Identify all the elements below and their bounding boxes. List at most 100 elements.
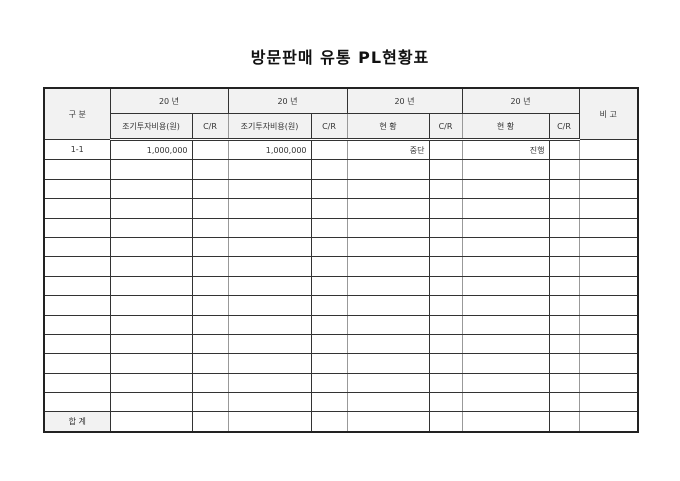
total-cell[interactable] [461, 411, 550, 433]
table-cell[interactable] [346, 333, 430, 355]
table-cell[interactable] [578, 159, 639, 180]
table-cell[interactable] [43, 353, 111, 374]
table-cell[interactable] [310, 392, 348, 413]
table-cell[interactable] [578, 275, 639, 297]
table-cell[interactable]: 1,000,000 [227, 138, 312, 161]
table-cell[interactable] [109, 178, 193, 200]
table-cell[interactable] [43, 372, 111, 394]
table-cell[interactable] [578, 295, 639, 316]
table-cell[interactable] [548, 353, 580, 374]
table-cell[interactable] [428, 295, 463, 316]
table-cell[interactable] [191, 275, 229, 297]
table-cell[interactable] [227, 314, 312, 335]
table-cell[interactable] [43, 178, 111, 200]
table-cell[interactable] [191, 236, 229, 258]
table-cell[interactable] [428, 275, 463, 297]
table-cell[interactable] [346, 236, 430, 258]
table-cell[interactable] [578, 138, 639, 161]
table-cell[interactable] [346, 295, 430, 316]
table-cell[interactable] [191, 392, 229, 413]
table-cell[interactable] [346, 353, 430, 374]
table-cell[interactable] [548, 256, 580, 277]
table-cell[interactable] [428, 178, 463, 200]
table-cell[interactable] [461, 217, 550, 238]
table-cell[interactable] [43, 217, 111, 238]
table-cell[interactable] [227, 275, 312, 297]
table-cell[interactable] [191, 295, 229, 316]
table-cell[interactable] [43, 159, 111, 180]
table-cell[interactable] [109, 256, 193, 277]
table-cell[interactable] [346, 198, 430, 219]
table-cell[interactable] [578, 256, 639, 277]
table-cell[interactable] [578, 236, 639, 258]
table-cell[interactable] [227, 198, 312, 219]
table-cell[interactable] [461, 178, 550, 200]
table-cell[interactable] [461, 159, 550, 180]
table-cell[interactable] [428, 159, 463, 180]
table-cell[interactable] [227, 256, 312, 277]
table-cell[interactable] [43, 314, 111, 335]
total-cell[interactable] [227, 411, 312, 433]
table-cell[interactable] [227, 372, 312, 394]
table-cell[interactable] [428, 314, 463, 335]
table-cell[interactable] [578, 372, 639, 394]
table-cell[interactable] [578, 392, 639, 413]
table-cell[interactable] [461, 256, 550, 277]
table-cell[interactable] [428, 138, 463, 161]
total-cell[interactable] [109, 411, 193, 433]
table-cell[interactable] [109, 217, 193, 238]
table-cell[interactable] [310, 353, 348, 374]
table-cell[interactable] [548, 392, 580, 413]
table-cell[interactable] [310, 198, 348, 219]
total-cell[interactable] [310, 411, 348, 433]
table-cell[interactable] [43, 392, 111, 413]
table-cell[interactable] [346, 178, 430, 200]
table-cell[interactable] [227, 333, 312, 355]
table-cell[interactable] [461, 275, 550, 297]
table-cell[interactable] [191, 314, 229, 335]
table-cell[interactable] [346, 314, 430, 335]
table-cell[interactable] [109, 392, 193, 413]
table-cell[interactable] [43, 295, 111, 316]
table-cell[interactable]: 1-1 [43, 138, 111, 161]
table-cell[interactable] [43, 256, 111, 277]
table-cell[interactable] [548, 372, 580, 394]
table-cell[interactable]: 진행 [461, 138, 550, 161]
table-cell[interactable] [310, 217, 348, 238]
table-cell[interactable] [548, 178, 580, 200]
table-cell[interactable] [109, 159, 193, 180]
total-cell[interactable] [191, 411, 229, 433]
table-cell[interactable] [191, 138, 229, 161]
table-cell[interactable] [461, 372, 550, 394]
table-cell[interactable] [578, 178, 639, 200]
table-cell[interactable] [43, 198, 111, 219]
table-cell[interactable] [191, 333, 229, 355]
table-cell[interactable] [428, 217, 463, 238]
table-cell[interactable] [548, 138, 580, 161]
table-cell[interactable]: 1,000,000 [109, 138, 193, 161]
table-cell[interactable] [346, 392, 430, 413]
table-cell[interactable] [548, 198, 580, 219]
table-cell[interactable] [461, 314, 550, 335]
table-cell[interactable] [461, 295, 550, 316]
table-cell[interactable] [191, 217, 229, 238]
table-cell[interactable] [461, 353, 550, 374]
table-cell[interactable] [310, 275, 348, 297]
table-cell[interactable] [109, 333, 193, 355]
table-cell[interactable] [191, 198, 229, 219]
table-cell[interactable] [109, 236, 193, 258]
table-cell[interactable] [548, 236, 580, 258]
table-cell[interactable] [310, 178, 348, 200]
table-cell[interactable] [578, 314, 639, 335]
table-cell[interactable] [428, 256, 463, 277]
total-cell[interactable] [428, 411, 463, 433]
table-cell[interactable] [43, 236, 111, 258]
table-cell[interactable] [428, 198, 463, 219]
table-cell[interactable] [43, 333, 111, 355]
table-cell[interactable] [428, 392, 463, 413]
table-cell[interactable] [310, 295, 348, 316]
table-cell[interactable] [109, 295, 193, 316]
table-cell[interactable] [109, 198, 193, 219]
table-cell[interactable] [548, 333, 580, 355]
table-cell[interactable] [310, 372, 348, 394]
